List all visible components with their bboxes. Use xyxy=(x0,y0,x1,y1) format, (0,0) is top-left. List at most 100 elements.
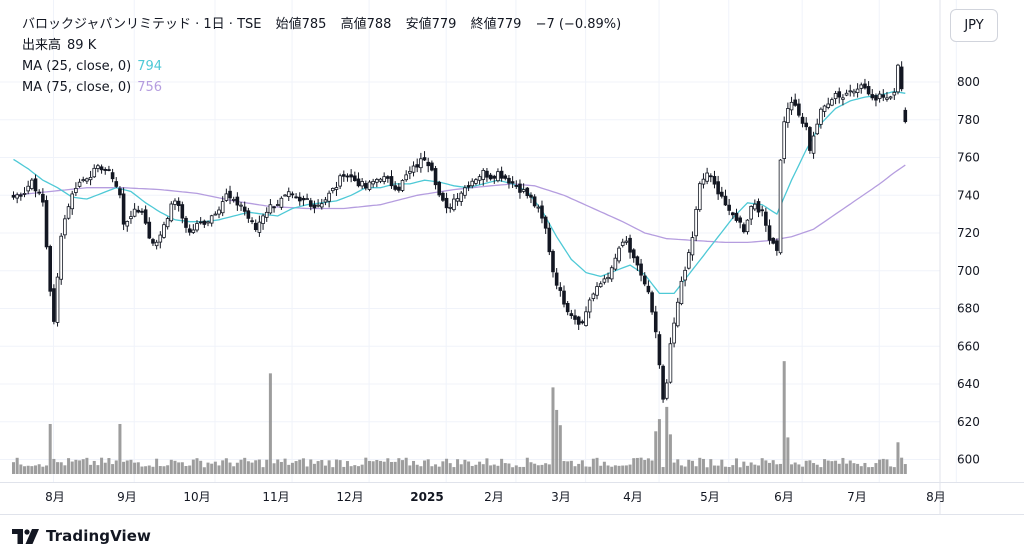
candle-body xyxy=(132,208,137,217)
time-tick-label: 5月 xyxy=(700,490,720,504)
volume-bar xyxy=(679,465,683,474)
volume-bar xyxy=(283,458,287,474)
volume-bar xyxy=(195,458,199,474)
candle-body xyxy=(312,204,317,209)
candle xyxy=(63,214,67,239)
candle-body xyxy=(764,211,768,226)
time-tick-label: 8月 xyxy=(45,490,65,504)
candle-body xyxy=(129,216,133,220)
currency-button[interactable]: JPY xyxy=(950,9,998,42)
volume-bar xyxy=(129,459,133,474)
candle-body xyxy=(474,179,478,184)
candle-body xyxy=(246,210,251,219)
candle-body xyxy=(121,193,126,225)
volume-bar xyxy=(158,466,162,474)
candle-body xyxy=(107,169,111,171)
tradingview-logo[interactable]: TradingView xyxy=(12,526,151,546)
candle-body xyxy=(576,316,581,325)
volume-bar xyxy=(746,465,749,474)
candle-body xyxy=(749,205,753,220)
volume-bar xyxy=(815,464,819,474)
candle xyxy=(268,199,273,215)
candle xyxy=(565,301,570,316)
candle-body xyxy=(448,206,453,209)
time-axis[interactable]: 8月 9月 10月 11月 12月 2025 2月 3月 4月 5月 6月 7月 8月 xyxy=(45,490,946,504)
candle xyxy=(668,337,673,384)
candle-body xyxy=(430,162,434,171)
candle xyxy=(444,192,449,214)
candle-body xyxy=(683,269,687,281)
candle xyxy=(551,249,555,278)
candle-body xyxy=(532,196,537,207)
volume-bar xyxy=(290,462,294,474)
candle xyxy=(334,181,339,196)
candle-body xyxy=(778,159,783,254)
candle-body xyxy=(881,94,886,98)
volume-bar xyxy=(812,463,816,474)
volume-bar xyxy=(731,465,735,474)
volume-bar xyxy=(602,461,606,474)
candle-body xyxy=(734,212,739,221)
volume-bar xyxy=(845,463,849,474)
volume-bar xyxy=(514,465,518,474)
volume-bar xyxy=(107,458,111,474)
candle xyxy=(176,197,181,212)
candle-body xyxy=(408,170,412,174)
candle-body xyxy=(569,313,574,316)
price-tick-label: 800 xyxy=(957,75,980,89)
volume-bar xyxy=(144,466,148,474)
volume-bar xyxy=(782,361,786,474)
volume-bar xyxy=(830,461,834,474)
candle xyxy=(797,98,801,118)
candle xyxy=(353,171,357,182)
volume-bar xyxy=(74,459,78,474)
candle-body xyxy=(617,247,621,262)
price-axis[interactable]: 600 620 640 660 680 700 720 740 760 780 800 xyxy=(957,75,980,467)
candle xyxy=(808,126,812,154)
candle xyxy=(426,157,431,173)
volume-bar xyxy=(239,459,243,474)
volume-bar xyxy=(323,465,327,474)
candle-body xyxy=(624,240,629,243)
volume-bar xyxy=(657,419,661,474)
volume-bar xyxy=(92,460,96,474)
candle-body xyxy=(349,174,353,178)
candle xyxy=(202,219,207,228)
volume-bar xyxy=(580,460,584,474)
candle-body xyxy=(195,223,199,231)
volume-bar xyxy=(301,458,305,474)
candle xyxy=(452,193,456,212)
volume-bar xyxy=(757,465,761,474)
candle xyxy=(602,275,607,285)
candle-body xyxy=(804,122,809,128)
volume-bar xyxy=(848,460,852,474)
volume-bar xyxy=(401,460,405,474)
volume-bar xyxy=(775,464,779,474)
candle xyxy=(558,282,563,297)
candle xyxy=(749,205,753,226)
volume-bar xyxy=(665,406,669,474)
candle-body xyxy=(382,176,386,182)
candle-body xyxy=(353,175,357,181)
volume-bar xyxy=(305,466,309,474)
candle-body xyxy=(488,174,493,180)
candle-body xyxy=(433,168,438,186)
candle-body xyxy=(521,189,526,192)
candle xyxy=(397,183,401,193)
candle xyxy=(470,178,475,189)
volume-bar xyxy=(364,457,368,474)
candle-body xyxy=(800,116,805,124)
candle-body xyxy=(452,198,456,211)
candle xyxy=(290,191,295,199)
volume-bar xyxy=(661,467,665,474)
volume-bar xyxy=(694,466,698,474)
candle xyxy=(99,164,104,174)
volume-bar xyxy=(254,460,258,474)
volume-bar xyxy=(375,459,379,474)
volume-bar xyxy=(133,462,137,474)
volume-bar xyxy=(397,458,401,474)
volume-bar xyxy=(437,466,441,474)
candle-body xyxy=(760,209,764,212)
candle-body xyxy=(602,278,607,283)
